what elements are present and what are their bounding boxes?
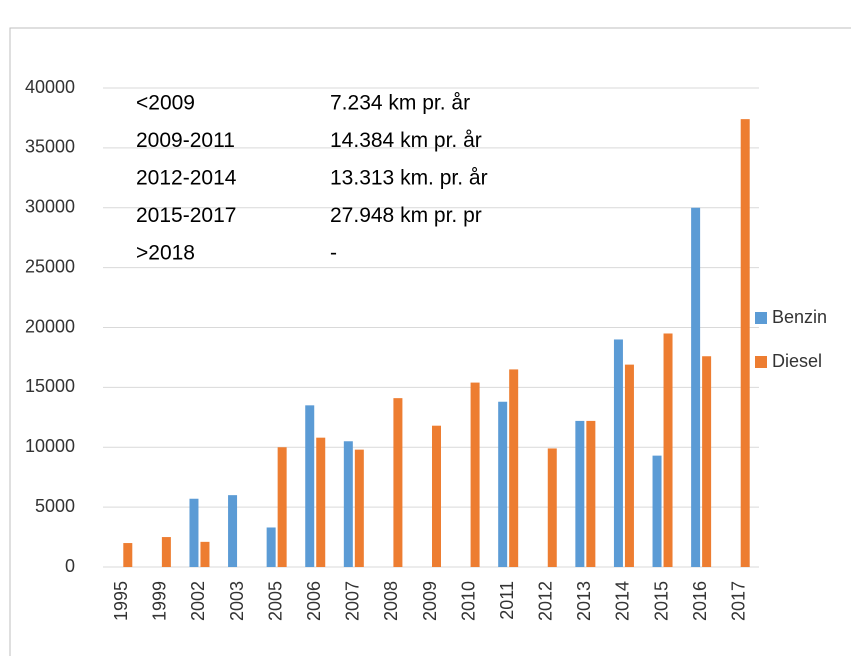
bar [393,398,403,567]
x-tick-label: 2007 [343,581,363,621]
y-tick-label: 20000 [25,316,75,336]
bar [691,207,701,567]
x-tick-label: 2008 [381,581,401,621]
bar [123,543,133,567]
annotation: >2018 [136,242,195,265]
bar [470,382,480,567]
bar [547,448,557,567]
bar [277,447,287,567]
y-tick-label: 35000 [25,137,75,157]
bar [740,119,750,567]
x-tick-label: 2003 [227,581,247,621]
x-tick-label: 2002 [188,581,208,621]
bar [266,527,276,567]
x-tick-label: 2012 [536,581,556,621]
x-tick-label: 2017 [728,581,748,621]
bar [613,339,623,567]
chart-border [9,27,851,661]
y-tick-label: 0 [65,556,75,576]
bar [702,356,712,567]
bar [586,420,596,567]
bar [663,333,673,567]
legend-swatch [755,312,767,324]
annotation: - [330,242,337,265]
bar [354,449,364,567]
legend-label: Diesel [772,351,822,371]
bar [432,425,441,567]
y-tick-label: 25000 [25,256,75,276]
x-tick-label: 2014 [613,581,633,621]
annotation: 2015-2017 [136,204,236,227]
y-tick-label: 40000 [25,77,75,97]
x-tick-label: 1999 [150,581,170,621]
x-tick-label: 1995 [111,581,131,621]
legend-swatch [755,356,767,368]
annotation: 13.313 km. pr. år [330,167,488,190]
bar [200,541,210,567]
annotation: 7.234 km pr. år [330,92,470,115]
x-tick-label: 2016 [690,581,710,621]
bar [343,441,353,567]
bar [575,420,585,567]
y-tick-label: 5000 [35,496,75,516]
bar [624,364,634,567]
annotation: 27.948 km pr. pr [330,204,482,227]
y-tick-label: 10000 [25,436,75,456]
bar [652,455,662,567]
bar [316,437,326,567]
annotation: <2009 [136,92,195,115]
annotation: 2012-2014 [136,167,237,190]
x-tick-label: 2009 [420,581,440,621]
bar [498,401,508,567]
x-tick-label: 2013 [574,581,594,621]
annotation: 14.384 km pr. år [330,129,482,152]
x-tick-label: 2006 [304,581,324,621]
x-tick-label: 2010 [458,581,478,621]
x-tick-label: 2005 [265,581,285,621]
bar [161,537,171,567]
x-tick-label: 2011 [497,581,517,620]
bar [228,495,238,567]
bar [509,369,519,567]
bar [189,498,199,567]
bar [305,405,315,567]
legend-label: Benzin [772,307,827,327]
y-tick-label: 15000 [25,376,75,396]
y-tick-label: 30000 [25,197,75,217]
annotation: 2009-2011 [136,129,235,152]
x-tick-label: 2015 [651,581,671,621]
